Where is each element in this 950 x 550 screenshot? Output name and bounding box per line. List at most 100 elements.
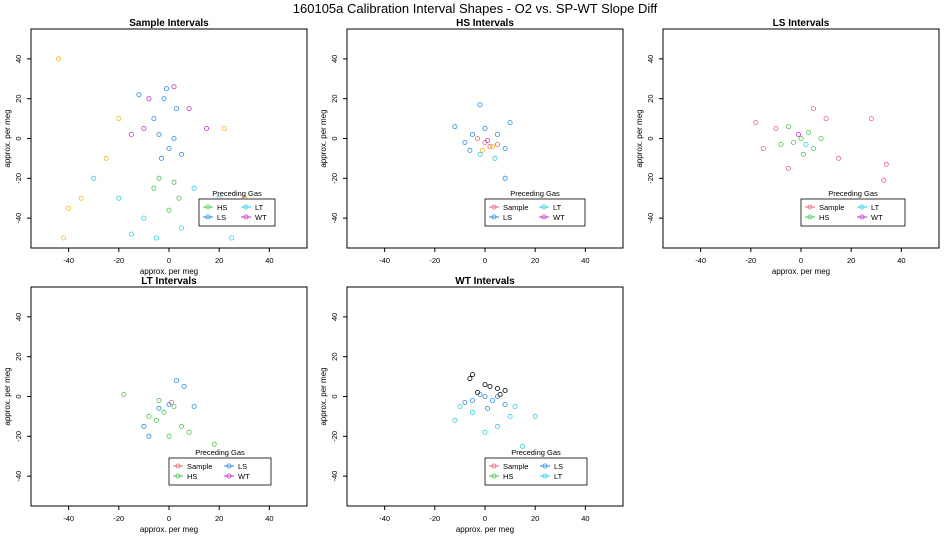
legend-box <box>198 198 276 227</box>
data-point <box>469 131 475 137</box>
data-point <box>868 116 874 122</box>
data-point <box>469 372 475 378</box>
legend-entry-label: LS <box>217 213 226 222</box>
data-point <box>811 106 817 112</box>
legend-key-marker <box>175 463 181 469</box>
data-point <box>141 126 147 132</box>
legend-key-marker <box>859 214 865 220</box>
data-point <box>229 235 235 241</box>
legend-entry-label: WT <box>255 213 267 222</box>
y-tick-label: 0 <box>646 136 655 140</box>
legend: Preceding Gas Sample LT HS WT <box>800 189 906 227</box>
data-point <box>156 405 162 411</box>
data-point <box>801 151 807 157</box>
data-point <box>181 383 187 389</box>
panel-title: LS Intervals <box>773 18 830 29</box>
y-tick-label: -20 <box>646 173 655 184</box>
chart-panel-3: LS Intervals -40 -20 0 20 40 -40 -20 0 20 40 approx… <box>635 18 940 276</box>
legend-key-marker <box>175 473 181 479</box>
data-point <box>883 161 889 167</box>
data-point <box>116 116 122 122</box>
panel-title: HS Intervals <box>456 18 514 29</box>
legend-key-marker <box>542 473 548 479</box>
y-tick-label: -20 <box>330 173 339 184</box>
data-point <box>753 120 759 126</box>
data-point <box>786 124 792 130</box>
data-point <box>211 441 217 447</box>
legend-key-marker <box>859 204 865 210</box>
y-tick-label: 20 <box>330 353 339 361</box>
data-point <box>484 405 490 411</box>
legend-entry-label: HS <box>819 213 829 222</box>
y-axis-label: approx. per meg <box>3 367 12 425</box>
data-point <box>141 423 147 429</box>
data-point <box>482 126 488 132</box>
panel-title: LT Intervals <box>141 276 197 287</box>
data-point <box>153 235 159 241</box>
legend-key-marker <box>226 463 232 469</box>
data-points <box>452 372 538 449</box>
x-axis-label: approx. per meg <box>140 267 198 276</box>
data-point <box>156 131 162 137</box>
data-point <box>778 141 784 147</box>
x-tick-label: 20 <box>531 256 539 265</box>
data-point <box>477 102 483 108</box>
data-point <box>136 92 142 98</box>
y-tick-label: -20 <box>14 431 23 442</box>
legend-entry-label: LT <box>553 203 562 212</box>
data-point <box>487 143 493 149</box>
data-point <box>151 185 157 191</box>
x-tick-label: 0 <box>483 514 487 523</box>
y-tick-label: 0 <box>330 394 339 398</box>
data-point <box>168 399 174 405</box>
x-tick-label: -20 <box>113 256 124 265</box>
data-point <box>452 417 458 423</box>
data-point <box>823 116 829 122</box>
legend-key-marker <box>541 214 547 220</box>
data-point <box>487 383 493 389</box>
x-tick-label: 40 <box>581 514 589 523</box>
data-point <box>146 96 152 102</box>
y-tick-label: 40 <box>14 313 23 321</box>
y-tick-label: -40 <box>330 471 339 482</box>
y-tick-label: 40 <box>330 313 339 321</box>
data-point <box>467 147 473 153</box>
legend-entry-label: LS <box>554 462 563 471</box>
x-tick-label: 0 <box>167 256 171 265</box>
legend-entry-label: HS <box>217 203 227 212</box>
data-point <box>482 393 488 399</box>
data-point <box>494 423 500 429</box>
x-tick-label: -20 <box>113 514 124 523</box>
data-point <box>221 126 227 132</box>
x-tick-label: 0 <box>483 256 487 265</box>
data-point <box>146 413 152 419</box>
legend-title: Preceding Gas <box>511 448 561 457</box>
data-point <box>163 86 169 92</box>
y-tick-label: 40 <box>646 55 655 63</box>
legend-entry-label: Sample <box>187 462 212 471</box>
data-point <box>803 141 809 147</box>
data-point <box>128 231 134 237</box>
data-point <box>512 403 518 409</box>
y-tick-label: 20 <box>14 353 23 361</box>
data-point <box>760 145 766 151</box>
x-tick-label: 0 <box>799 256 803 265</box>
data-point <box>469 409 475 415</box>
legend-title: Preceding Gas <box>510 189 560 198</box>
legend-key-marker <box>807 214 813 220</box>
data-point <box>467 376 473 382</box>
x-tick-label: -20 <box>429 514 440 523</box>
data-point <box>141 215 147 221</box>
legend-entry-label: Sample <box>503 462 528 471</box>
data-point <box>66 205 72 211</box>
x-tick-label: -40 <box>695 256 706 265</box>
data-point <box>204 126 210 132</box>
data-point <box>477 391 483 397</box>
legend: Preceding Gas HS LT LS WT <box>198 189 276 227</box>
legend-key-marker <box>491 463 497 469</box>
legend-title: Preceding Gas <box>195 448 245 457</box>
data-point <box>502 387 508 393</box>
y-tick-label: -40 <box>646 213 655 224</box>
data-point <box>489 143 495 149</box>
data-point <box>479 147 485 153</box>
